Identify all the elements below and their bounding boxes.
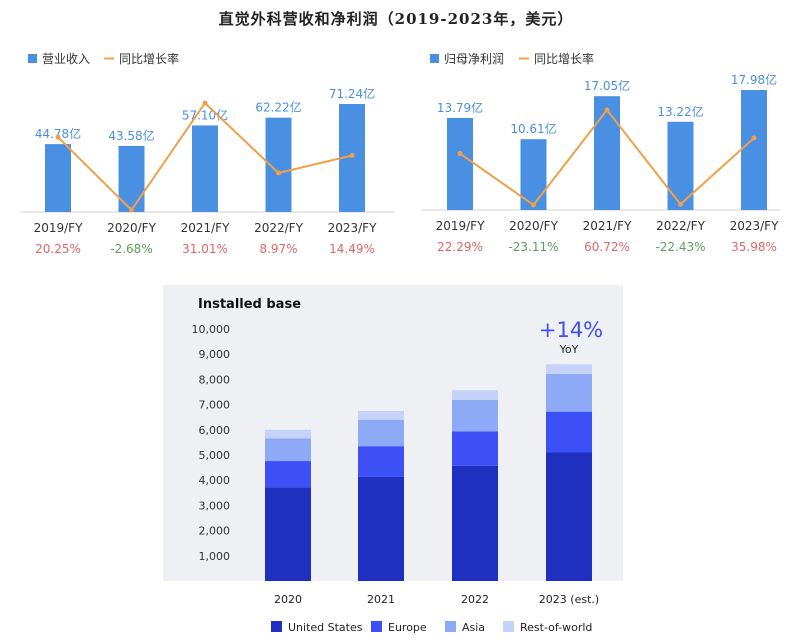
y-tick-label: 3,000 — [199, 499, 231, 512]
x-tick-label: 2023/FY — [328, 221, 377, 235]
legend-line-label: 同比增长率 — [534, 51, 594, 66]
stacked-bar-segment — [452, 399, 498, 432]
stacked-bar-segment — [358, 419, 404, 447]
bar — [192, 125, 218, 212]
installed-base-chart: Installed base 1,000 2,000 3,000 4,000 5,000 6… — [163, 285, 623, 634]
bar-value-label: 17.05亿 — [584, 78, 630, 93]
x-tick-label: 2022 — [461, 593, 489, 606]
stacked-bar-segment — [452, 390, 498, 400]
legend-bar-label: 营业收入 — [42, 52, 90, 66]
growth-rate-label: 22.29% — [437, 240, 483, 254]
growth-rate-point — [604, 107, 610, 113]
chart-title: Installed base — [198, 297, 301, 312]
x-tick-label: 2022/FY — [254, 221, 303, 235]
bar — [45, 144, 71, 212]
legend-line-label: 同比增长率 — [119, 51, 179, 66]
stacked-bar-segment — [452, 431, 498, 466]
bar-value-label: 62.22亿 — [255, 100, 301, 115]
legend-bar-swatch — [430, 54, 439, 63]
legend-label: Europe — [388, 621, 427, 634]
bar — [594, 96, 620, 210]
growth-rate-point — [129, 207, 134, 213]
growth-rate-label: 8.97% — [259, 242, 297, 256]
yoy-annotation: +14% — [539, 318, 603, 342]
growth-rate-point — [55, 134, 61, 140]
bar-value-label: 57.10亿 — [182, 107, 228, 122]
stacked-bar-segment — [452, 465, 498, 581]
stacked-bar-segment — [546, 364, 592, 374]
bar — [741, 90, 767, 210]
y-tick-label: 6,000 — [199, 424, 231, 437]
bar-value-label: 44.78亿 — [35, 126, 81, 141]
x-tick-label: 2020/FY — [107, 221, 156, 235]
growth-rate-label: 60.72% — [584, 240, 630, 254]
legend-bar-label: 归母净利润 — [444, 52, 504, 66]
yoy-annotation-label: YoY — [559, 343, 579, 356]
bar-value-label: 17.98亿 — [731, 72, 777, 87]
x-tick-label: 2019/FY — [436, 219, 485, 233]
bar-value-label: 43.58亿 — [108, 128, 154, 143]
y-tick-label: 9,000 — [199, 348, 231, 361]
bar-value-label: 13.22亿 — [657, 104, 703, 119]
bar-value-label: 10.61亿 — [510, 121, 556, 136]
y-tick-label: 8,000 — [199, 373, 231, 386]
x-tick-label: 2022/FY — [656, 219, 705, 233]
stacked-bar-segment — [546, 373, 592, 412]
growth-rate-label: 14.49% — [329, 242, 375, 256]
legend-swatch — [271, 621, 282, 632]
growth-rate-point — [276, 170, 281, 176]
growth-rate-point — [531, 202, 536, 208]
bar — [447, 117, 473, 210]
legend-swatch — [503, 621, 514, 632]
stacked-bar-segment — [265, 487, 311, 581]
y-tick-label: 4,000 — [199, 474, 231, 487]
x-tick-label: 2023/FY — [730, 219, 779, 233]
x-tick-label: 2021/FY — [181, 221, 230, 235]
legend-label: Asia — [462, 621, 485, 634]
stacked-bar-segment — [358, 476, 404, 581]
stacked-bar-segment — [546, 452, 592, 581]
y-tick-label: 7,000 — [199, 399, 231, 412]
growth-rate-point — [751, 135, 757, 141]
page-title: 直觉外科营收和净利润（2019-2023年，美元） — [218, 10, 574, 28]
net-profit-chart: 归母净利润 同比增长率 13.79亿 2019/FY 22.29% 10.61亿 2020/… — [422, 51, 780, 254]
growth-rate-point — [349, 152, 355, 158]
bar-value-label: 13.79亿 — [437, 100, 483, 115]
x-tick-label: 2019/FY — [34, 221, 83, 235]
growth-rate-label: 20.25% — [35, 242, 81, 256]
legend-swatch — [445, 621, 456, 632]
growth-rate-label: 31.01% — [182, 242, 228, 256]
stacked-bar-segment — [358, 410, 404, 420]
growth-rate-label: -2.68% — [110, 242, 152, 256]
growth-rate-point — [457, 151, 463, 157]
y-tick-label: 1,000 — [199, 550, 231, 563]
growth-rate-point — [202, 100, 208, 106]
y-tick-label: 10,000 — [192, 323, 231, 336]
growth-rate-label: -22.43% — [655, 240, 705, 254]
growth-rate-label: -23.11% — [508, 240, 558, 254]
x-tick-label: 2021/FY — [583, 219, 632, 233]
growth-rate-point — [678, 201, 683, 207]
bar-value-label: 71.24亿 — [329, 86, 375, 101]
x-tick-label: 2023 (est.) — [539, 593, 599, 606]
stacked-bar-segment — [265, 429, 311, 439]
legend-label: United States — [288, 621, 363, 634]
stacked-bar-segment — [358, 446, 404, 477]
x-tick-label: 2020 — [274, 593, 302, 606]
stacked-bar-segment — [265, 438, 311, 462]
revenue-chart: 营业收入 同比增长率 44.78亿 2019/FY 20.25% 43.58亿 2020/F… — [20, 51, 395, 256]
growth-rate-label: 35.98% — [731, 240, 777, 254]
x-tick-label: 2021 — [367, 593, 395, 606]
legend-swatch — [371, 621, 382, 632]
stacked-bar-segment — [265, 461, 311, 488]
stacked-bar-segment — [546, 411, 592, 453]
y-tick-label: 5,000 — [199, 449, 231, 462]
legend-bar-swatch — [28, 54, 37, 63]
y-tick-label: 2,000 — [199, 525, 231, 538]
legend-label: Rest-of-world — [520, 621, 592, 634]
x-tick-label: 2020/FY — [509, 219, 558, 233]
